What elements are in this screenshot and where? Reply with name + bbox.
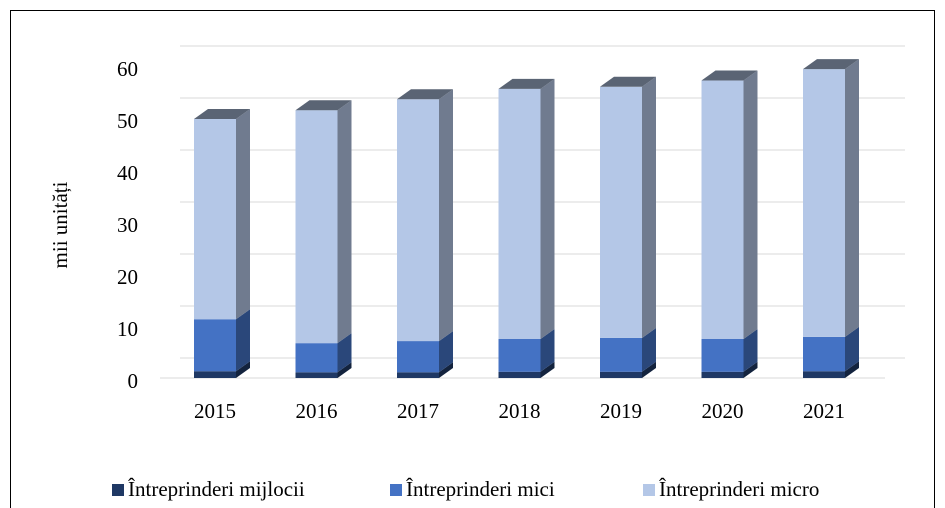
x-tick-label: 2017	[397, 399, 439, 423]
bar-side	[337, 100, 352, 344]
bar-front	[498, 371, 541, 378]
y-tick-label: 50	[117, 109, 138, 133]
bar-side	[236, 309, 250, 372]
bar-front	[194, 319, 236, 372]
legend-label: Întreprinderi mijlocii	[128, 477, 305, 501]
bar-front	[397, 99, 439, 342]
x-tick-label: 2019	[600, 399, 642, 423]
bar-top	[803, 59, 859, 70]
bar-front	[600, 337, 642, 372]
bar-front	[600, 86, 642, 338]
bar-side	[743, 329, 758, 372]
y-tick-label: 20	[117, 265, 138, 289]
bar-side	[642, 76, 656, 338]
bar-front	[295, 372, 338, 378]
bar-front	[701, 371, 744, 378]
bar-front	[803, 336, 845, 372]
x-tick-label: 2018	[499, 399, 541, 423]
bar-side	[642, 361, 656, 378]
bar-top	[397, 89, 453, 100]
bar-front	[295, 110, 338, 344]
bar-front	[600, 371, 642, 378]
bar-side	[439, 362, 453, 378]
x-tick-label: 2016	[296, 399, 338, 423]
bar-front	[397, 372, 439, 378]
frame	[10, 10, 935, 508]
legend-swatch	[643, 484, 655, 496]
y-tick-label: 0	[128, 369, 139, 393]
bar-side	[642, 327, 656, 372]
legend-label: Întreprinderi mici	[406, 477, 555, 501]
bar-top	[194, 109, 250, 120]
bar-top	[600, 76, 656, 87]
y-tick-label: 60	[117, 57, 138, 81]
bar-side	[439, 89, 453, 342]
bar-top	[701, 70, 758, 81]
bar-side	[845, 361, 859, 378]
bar-front	[803, 69, 845, 337]
bar-front	[295, 343, 338, 373]
bar-side	[845, 326, 859, 372]
y-tick-label: 30	[117, 213, 138, 237]
bar-front	[701, 80, 744, 339]
y-tick-label: 10	[117, 317, 138, 341]
bar-side	[743, 70, 758, 339]
bar-front	[498, 88, 541, 339]
bar-front	[194, 119, 236, 320]
bar-side	[337, 362, 352, 378]
bar-side	[236, 109, 250, 320]
bar-top	[295, 100, 352, 111]
bar-front	[498, 339, 541, 372]
bar-side	[236, 361, 250, 378]
bar-side	[540, 361, 555, 378]
x-tick-label: 2020	[702, 399, 744, 423]
bar-side	[743, 361, 758, 378]
bar-front	[397, 341, 439, 373]
legend-swatch	[390, 484, 402, 496]
y-axis-label: mii unități	[48, 181, 72, 268]
bar-front	[194, 371, 236, 378]
legend-swatch	[112, 484, 124, 496]
y-tick-label: 40	[117, 161, 138, 185]
legend-label: Întreprinderi micro	[659, 477, 819, 501]
bar-front	[701, 339, 744, 372]
bar-top	[498, 78, 555, 89]
bar-side	[540, 78, 555, 339]
bar-side	[540, 329, 555, 372]
x-tick-label: 2021	[803, 399, 845, 423]
bar-side	[439, 331, 453, 373]
bar-front	[803, 371, 845, 378]
x-tick-label: 2015	[194, 399, 236, 423]
bar-side	[845, 59, 859, 337]
bar-side	[337, 333, 352, 373]
